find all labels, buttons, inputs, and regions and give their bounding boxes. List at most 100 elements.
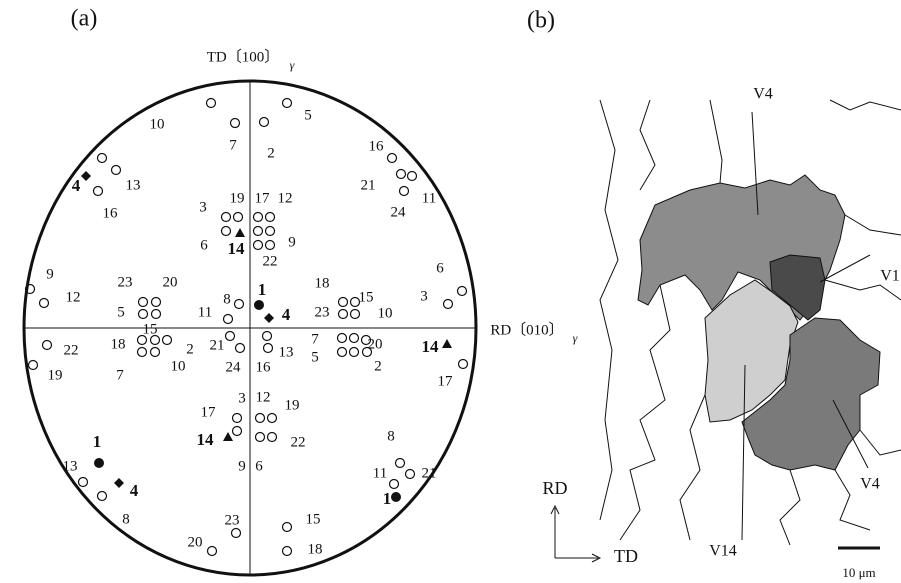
variant-label: 17 [438, 373, 454, 389]
variant-label: 16 [103, 205, 119, 221]
variant-label: 8 [387, 428, 395, 444]
pole [256, 433, 265, 442]
pole [208, 547, 217, 556]
variant-label: 11 [373, 465, 387, 481]
variant-label: 17 [255, 190, 271, 206]
variant-label: 15 [143, 321, 158, 337]
pole [338, 334, 347, 343]
pole [338, 348, 347, 357]
variant-label: 14 [422, 337, 440, 356]
variant-label: 2 [267, 145, 275, 161]
variant-label: 4 [282, 305, 291, 324]
variant-label: 10 [378, 305, 393, 321]
pole [151, 348, 160, 357]
pole [351, 310, 360, 319]
variant-label: 3 [420, 288, 428, 304]
pole [350, 348, 359, 357]
variant-label: 9 [46, 266, 54, 282]
pole [400, 187, 409, 196]
axis-label: TD [614, 546, 638, 566]
pole [138, 348, 147, 357]
variant-label: 8 [223, 291, 231, 307]
variant-label: 24 [391, 204, 407, 220]
variant-label: 18 [308, 541, 323, 557]
variant-label: 22 [64, 342, 79, 358]
boundary [680, 395, 705, 540]
variant-label: 5 [304, 107, 312, 123]
boundary [830, 100, 901, 110]
variant-label: 13 [279, 344, 294, 360]
variant-label: 22 [291, 434, 306, 450]
pole [231, 119, 240, 128]
variant-label: 18 [315, 275, 330, 291]
pole-v4 [264, 313, 274, 323]
variant-label: 18 [111, 336, 126, 352]
variant-label: 10 [171, 358, 186, 374]
pole [266, 213, 275, 222]
boundary [845, 215, 901, 235]
pole [339, 298, 348, 307]
variant-label: 13 [126, 177, 141, 193]
variant-label: 7 [229, 137, 237, 153]
variant-label: 20 [188, 534, 203, 550]
pole [390, 480, 399, 489]
pole [235, 300, 244, 309]
variant-label: 6 [255, 458, 263, 474]
pole [254, 213, 263, 222]
pole [232, 529, 241, 538]
variant-label: 13 [63, 458, 78, 474]
pole [396, 459, 405, 468]
pole [226, 332, 235, 341]
variant-label: 14 [197, 430, 215, 449]
variant-label: 23 [225, 512, 240, 528]
boundary [600, 100, 618, 520]
pole-v14 [235, 228, 245, 237]
axis-subscript: γ [573, 331, 578, 345]
pole [222, 227, 231, 236]
pole [388, 154, 397, 163]
variant-label: 14 [228, 239, 246, 258]
pole [254, 227, 263, 236]
pole [222, 213, 231, 222]
pole [236, 344, 245, 353]
variant-label: 20 [163, 274, 178, 290]
variant-label: 19 [48, 367, 63, 383]
pole [234, 213, 243, 222]
variant-label: 22 [263, 253, 278, 269]
pole [339, 310, 348, 319]
variant-label: 19 [285, 397, 300, 413]
pole-v4 [114, 478, 124, 488]
pole [256, 414, 265, 423]
pole [233, 427, 242, 436]
boundary [780, 470, 800, 545]
variant-label: 2 [186, 341, 194, 357]
pole [283, 523, 292, 532]
variant-label: 23 [315, 304, 330, 320]
variant-label: 24 [226, 359, 242, 375]
pole-figure [24, 80, 476, 575]
variant-label: 1 [93, 432, 102, 451]
pole-v14 [223, 432, 233, 441]
pole [268, 433, 277, 442]
variant-label: 15 [306, 511, 321, 527]
variant-label: 6 [200, 237, 208, 253]
pole [283, 547, 292, 556]
pole [98, 492, 107, 501]
pole-v1 [254, 300, 264, 310]
variant-label: 11 [198, 304, 212, 320]
pole [254, 241, 263, 250]
variant-label: 21 [361, 177, 376, 193]
pole-v1 [94, 458, 104, 468]
variant-label: 19 [230, 190, 245, 206]
pole [163, 336, 172, 345]
variant-label: 15 [359, 289, 374, 305]
boundary [710, 100, 722, 183]
pole [268, 414, 277, 423]
pole [397, 170, 406, 179]
variant-label: 17 [201, 404, 217, 420]
variant-label: 20 [368, 336, 383, 352]
variant-label: 7 [116, 367, 124, 383]
pole [79, 478, 88, 487]
variant-label: 4 [72, 176, 81, 195]
grain-map [551, 100, 901, 562]
